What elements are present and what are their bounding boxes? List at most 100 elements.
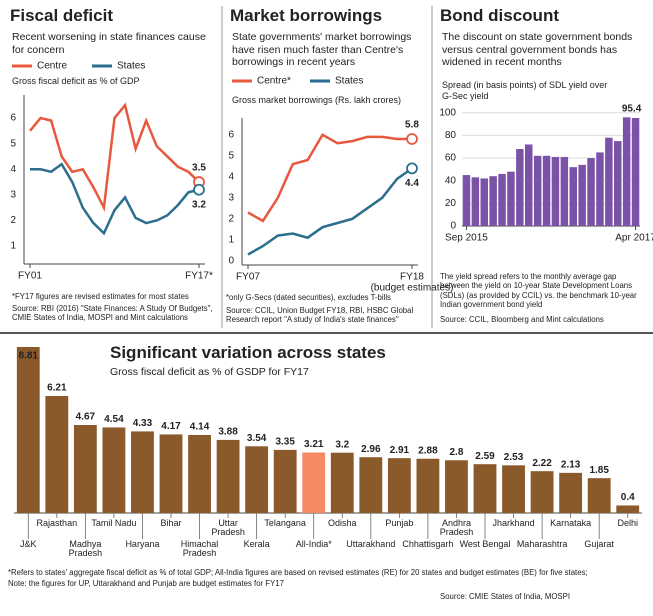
bar [302,452,326,513]
bar [616,505,640,513]
bar [596,152,604,226]
x-tick-label: Sep 2015 [445,233,488,244]
y-tick-label: 6 [10,113,16,124]
source: Source: CCIL, Union Budget FY18, RBI, HS… [226,306,414,325]
x-tick-label: Haryana [125,539,160,549]
data-label: 2.96 [361,444,381,455]
y-tick-label: 80 [445,130,457,141]
x-tick-label: FY17* [185,271,213,282]
y-tick-label: 100 [439,107,456,118]
y-tick-label: 3 [228,192,234,203]
data-label: 4.67 [76,412,96,423]
bar [330,452,354,513]
bar [587,478,611,513]
bar [359,457,383,513]
bar [45,395,69,513]
x-tick-label: Kerala [243,539,270,549]
data-label: 4.17 [161,421,181,432]
chart-title: Fiscal deficit [10,6,113,25]
bar [73,425,97,513]
x-tick-label: FY01 [18,271,42,282]
y-tick-label: 1 [10,241,16,252]
x-tick-label: All-India* [295,539,332,549]
y-tick-label: 2 [228,213,234,224]
note: The yield spread refers to the monthly a… [440,272,637,310]
data-label: 8.81 [19,351,39,362]
y-tick-label: 0 [228,255,234,266]
bar [188,434,211,513]
bar [551,156,560,226]
data-label: 3.21 [304,439,324,450]
data-label: 5.8 [405,120,419,131]
subtitle: State governments' market borrowings hav… [232,31,412,69]
x-tick-label: West Bengal [459,539,511,549]
y-tick-label: 1 [228,234,234,245]
bar [102,427,126,513]
data-label: 4.33 [133,418,153,429]
bar [516,149,524,226]
axis-label: Gross market borrowings (Rs. lakh crores… [232,95,402,105]
chart-title: Significant variation across states [110,343,386,362]
bar [502,465,525,513]
note: *only G-Secs (dated securities), exclude… [226,293,391,302]
y-tick-label: 4 [228,171,234,182]
data-label: 0.4 [621,492,635,503]
data-label: 2.8 [450,447,464,458]
bar [473,464,497,513]
bar [416,458,440,513]
y-tick-label: 40 [445,175,457,186]
line [247,133,412,223]
chart-title: Market borrowings [230,6,383,25]
x-tick-label: FY18 [400,272,424,283]
bar [614,141,622,226]
data-label: 3.2 [335,439,349,450]
y-tick-label: 5 [228,150,234,161]
data-label: 4.4 [405,178,419,189]
bar [480,178,488,226]
line [247,167,413,256]
source: Source: RBI (2016) "State Finances: A St… [12,304,213,323]
x-tick-label: Karnataka [550,518,592,528]
data-label: 2.22 [532,458,552,469]
y-tick-label: 3 [10,190,16,201]
x-tick-label: Chhattisgarh [402,539,454,549]
x-tick-label: Rajasthan [36,518,78,528]
x-tick-label: Himachal Pradesh [180,539,219,559]
bar [560,156,569,226]
x-tick-label: Uttar Pradesh [211,518,245,538]
bar [131,431,154,513]
end-marker [406,162,418,175]
chart-title: Bond discount [440,6,559,25]
bar [533,155,542,226]
note: *FY17 figures are revised estimates for … [12,292,189,301]
x-tick-label: Telangana [264,518,306,528]
data-label: 2.53 [504,452,524,463]
x-tick-label: Uttarakhand [346,539,396,549]
bar [489,176,497,226]
data-label: 95.4 [622,104,642,115]
line [29,102,200,212]
end-marker [193,183,205,196]
x-tick-label: Madhya Pradesh [68,539,103,559]
subtitle: The discount on state government bonds v… [442,31,633,69]
bar [587,158,595,226]
data-label: 2.13 [561,460,581,471]
data-label: 3.88 [218,427,238,438]
bar [622,117,631,226]
bar [605,137,613,226]
y-tick-label: 5 [10,138,16,149]
x-tick-label: Andhra Pradesh [439,518,474,538]
data-label: 6.21 [47,383,67,394]
x-tick-label: Tamil Nadu [91,518,137,528]
data-label: 3.5 [192,163,206,174]
x-tick-label: Bihar [160,518,182,528]
x-tick-label: Gujarat [584,539,614,549]
bar [159,434,183,513]
bar [216,439,240,513]
data-label: 1.85 [589,465,609,476]
bar [471,177,480,226]
data-label: 3.35 [275,437,295,448]
legend-label: States [117,61,145,72]
source: Source: CMIE States of India, MOSPI [440,592,571,601]
